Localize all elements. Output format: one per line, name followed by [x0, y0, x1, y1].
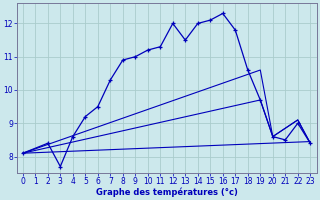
X-axis label: Graphe des températures (°c): Graphe des températures (°c): [96, 187, 237, 197]
